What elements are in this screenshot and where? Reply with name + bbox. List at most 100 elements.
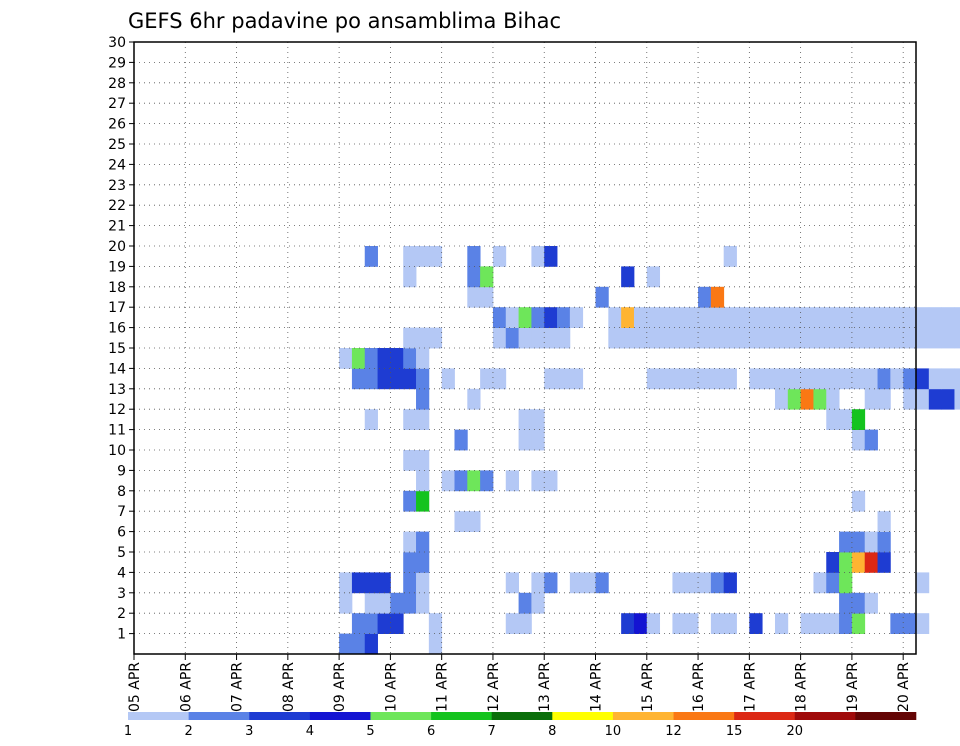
heatmap-cell bbox=[544, 368, 558, 390]
y-tick-label: 16 bbox=[108, 321, 126, 337]
heatmap-cell bbox=[544, 572, 558, 594]
heatmap-cell bbox=[569, 307, 584, 328]
heatmap-cell bbox=[339, 348, 353, 369]
heatmap-cell bbox=[800, 327, 814, 349]
heatmap-cell bbox=[351, 368, 366, 390]
heatmap-cell bbox=[826, 368, 840, 390]
heatmap-cell bbox=[416, 592, 430, 614]
heatmap-cell bbox=[723, 246, 737, 267]
y-tick-label: 7 bbox=[117, 504, 126, 520]
heatmap-cell bbox=[877, 531, 891, 553]
heatmap-cell bbox=[826, 307, 840, 328]
heatmap-cell bbox=[339, 592, 353, 614]
heatmap-cell bbox=[659, 327, 673, 349]
heatmap-cell bbox=[505, 572, 519, 594]
chart-title: GEFS 6hr padavine po ansamblima Bihac bbox=[128, 9, 561, 33]
heatmap-cell bbox=[954, 388, 960, 410]
heatmap-cell bbox=[800, 388, 814, 410]
heatmap-cell bbox=[916, 388, 930, 410]
heatmap-cell bbox=[416, 348, 430, 369]
heatmap-cell bbox=[339, 572, 353, 594]
x-tick-label: 18 APR bbox=[794, 662, 810, 712]
heatmap-cell bbox=[864, 429, 878, 451]
heatmap-cell bbox=[505, 613, 519, 634]
heatmap-cell bbox=[467, 388, 481, 410]
heatmap-cell bbox=[723, 307, 737, 328]
heatmap-cell bbox=[916, 327, 930, 349]
x-tick-label: 16 APR bbox=[691, 662, 707, 712]
heatmap-cell bbox=[544, 307, 558, 328]
y-tick-label: 27 bbox=[108, 96, 126, 112]
heatmap-cell bbox=[916, 368, 930, 390]
y-tick-label: 14 bbox=[108, 361, 126, 377]
heatmap-cell bbox=[954, 307, 960, 328]
heatmap-cell bbox=[364, 348, 378, 369]
colorbar-swatch bbox=[552, 712, 614, 720]
heatmap-cell bbox=[416, 327, 430, 349]
heatmap-cell bbox=[851, 429, 866, 451]
heatmap-cell bbox=[723, 572, 737, 594]
y-tick-label: 15 bbox=[108, 341, 126, 357]
heatmap-cell bbox=[851, 552, 866, 573]
heatmap-cell bbox=[851, 613, 866, 634]
heatmap-cell bbox=[839, 572, 853, 594]
heatmap-cell bbox=[416, 470, 430, 492]
colorbar-label: 7 bbox=[488, 724, 496, 739]
heatmap-cell bbox=[928, 368, 943, 390]
heatmap-cell bbox=[736, 307, 750, 328]
heatmap-cell bbox=[864, 327, 878, 349]
heatmap-cell bbox=[492, 368, 507, 390]
heatmap-cell bbox=[723, 327, 737, 349]
heatmap-cell bbox=[877, 307, 891, 328]
colorbar-label: 8 bbox=[548, 724, 556, 739]
heatmap-cell bbox=[390, 592, 404, 614]
heatmap-cell bbox=[403, 592, 417, 614]
heatmap-cell bbox=[877, 511, 891, 532]
heatmap-cell bbox=[839, 552, 853, 573]
y-axis-ticks: 1234567891011121314151617181920212223242… bbox=[108, 35, 134, 643]
x-axis-ticks: 05 APR 06 APR 07 APR 08 APR 09 APR 10 APR 11 A… bbox=[127, 654, 912, 712]
heatmap-cell bbox=[454, 511, 468, 532]
heatmap-cell bbox=[569, 368, 584, 390]
heatmap-cell bbox=[749, 307, 763, 328]
heatmap-cell bbox=[364, 246, 378, 267]
heatmap-cell bbox=[633, 327, 648, 349]
y-tick-label: 19 bbox=[108, 259, 126, 275]
x-tick-label: 15 APR bbox=[640, 662, 656, 712]
heatmap-cell bbox=[518, 613, 532, 634]
heatmap-cell bbox=[813, 307, 827, 328]
heatmap-cell bbox=[685, 327, 699, 349]
heatmap-cell bbox=[851, 327, 866, 349]
heatmap-cell bbox=[723, 613, 737, 634]
heatmap-cell bbox=[941, 388, 955, 410]
heatmap-cell bbox=[698, 327, 712, 349]
heatmap-cell bbox=[416, 531, 430, 553]
heatmap-cell bbox=[557, 327, 571, 349]
heatmap-cell bbox=[890, 327, 904, 349]
heatmap-cell bbox=[774, 327, 789, 349]
heatmap-cell bbox=[454, 429, 468, 451]
heatmap-cell bbox=[377, 613, 391, 634]
colorbar-label: 2 bbox=[184, 724, 192, 739]
grid-lines bbox=[134, 42, 916, 654]
heatmap-cell bbox=[403, 327, 417, 349]
heatmap-cells bbox=[339, 246, 960, 655]
heatmap-cell bbox=[941, 327, 955, 349]
heatmap-cell bbox=[416, 409, 430, 430]
heatmap-cell bbox=[441, 368, 455, 390]
y-tick-label: 3 bbox=[117, 586, 126, 602]
heatmap-cell bbox=[480, 266, 494, 288]
heatmap-cell bbox=[864, 368, 878, 390]
heatmap-cell bbox=[633, 307, 648, 328]
heatmap-cell bbox=[749, 327, 763, 349]
colorbar-swatch bbox=[491, 712, 553, 720]
colorbar-swatch bbox=[794, 712, 856, 720]
y-tick-label: 13 bbox=[108, 382, 126, 398]
heatmap-cell bbox=[774, 368, 789, 390]
heatmap-cell bbox=[826, 613, 840, 634]
y-tick-label: 28 bbox=[108, 76, 126, 92]
heatmap-cell bbox=[672, 368, 686, 390]
colorbar-label: 3 bbox=[245, 724, 253, 739]
y-tick-label: 4 bbox=[117, 565, 126, 581]
heatmap-cell bbox=[698, 307, 712, 328]
